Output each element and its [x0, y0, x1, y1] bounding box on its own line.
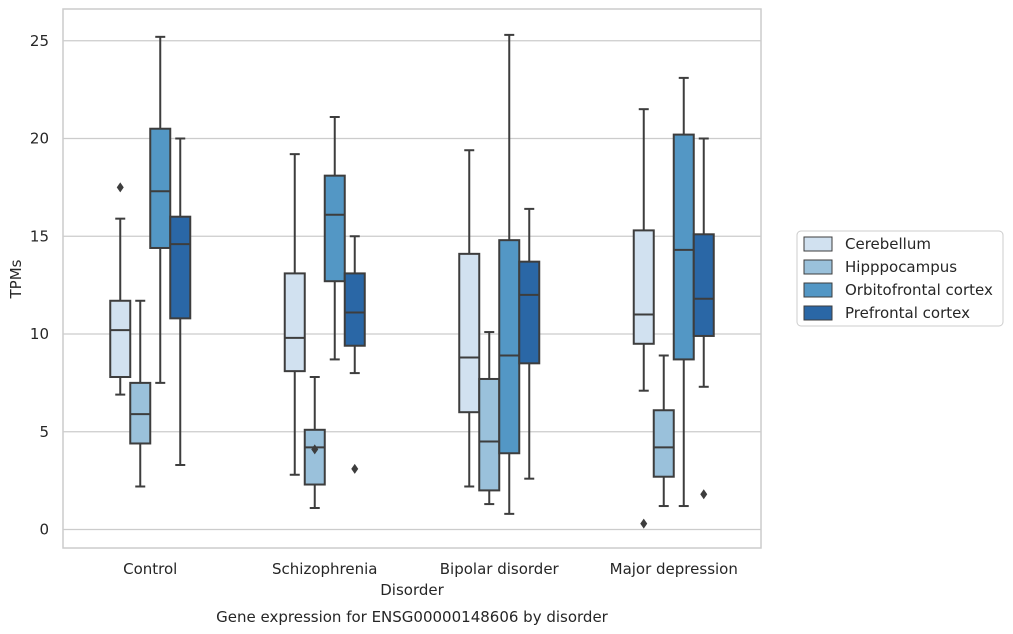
- box: [518, 260, 541, 365]
- outlier-point: [311, 444, 319, 455]
- x-tick-label: Bipolar disorder: [440, 560, 560, 578]
- outlier-point: [116, 182, 124, 193]
- box: [672, 133, 695, 361]
- y-axis-title: TPMs: [7, 259, 25, 299]
- outlier-point: [700, 489, 708, 500]
- x-tick-label: Schizophrenia: [272, 560, 377, 578]
- box: [343, 272, 366, 347]
- box: [498, 239, 521, 455]
- box: [283, 272, 306, 373]
- box: [652, 409, 675, 478]
- plot-frame: [62, 8, 762, 549]
- legend-swatch: [803, 236, 833, 252]
- y-tick-label: 5: [39, 423, 49, 441]
- y-tick-label: 15: [30, 227, 49, 245]
- box: [149, 127, 172, 249]
- box: [323, 174, 346, 283]
- box: [303, 428, 326, 486]
- legend-swatch: [803, 282, 833, 298]
- x-axis-title: Disorder: [380, 581, 444, 599]
- outlier-point: [351, 463, 359, 474]
- legend-swatch: [803, 259, 833, 275]
- legend: Cerebellum Hipppocampus Orbitofrontal cort…: [796, 230, 1004, 327]
- chart-caption: Gene expression for ENSG00000148606 by d…: [216, 608, 609, 626]
- box: [109, 299, 132, 379]
- y-tick-labels: 0 5 10 15 20 25: [30, 32, 49, 539]
- y-tick-label: 10: [30, 325, 49, 343]
- box: [169, 215, 192, 320]
- legend-label: Cerebellum: [845, 235, 931, 253]
- box-series: [109, 33, 715, 529]
- legend-label: Hipppocampus: [845, 258, 957, 276]
- x-tick-labels: Control Schizophrenia Bipolar disorder Majo…: [123, 560, 738, 578]
- y-tick-label: 0: [39, 521, 49, 539]
- box: [692, 233, 715, 337]
- x-tick-label: Major depression: [610, 560, 738, 578]
- y-tick-label: 20: [30, 130, 49, 148]
- box: [458, 252, 481, 414]
- y-tick-label: 25: [30, 32, 49, 50]
- box: [632, 229, 655, 345]
- legend-label: Orbitofrontal cortex: [845, 281, 993, 299]
- legend-label: Prefrontal cortex: [845, 304, 970, 322]
- legend-frame: [796, 230, 1004, 327]
- legend-swatch: [803, 305, 833, 321]
- outlier-point: [640, 518, 648, 529]
- box: [478, 377, 501, 492]
- x-tick-label: Control: [123, 560, 177, 578]
